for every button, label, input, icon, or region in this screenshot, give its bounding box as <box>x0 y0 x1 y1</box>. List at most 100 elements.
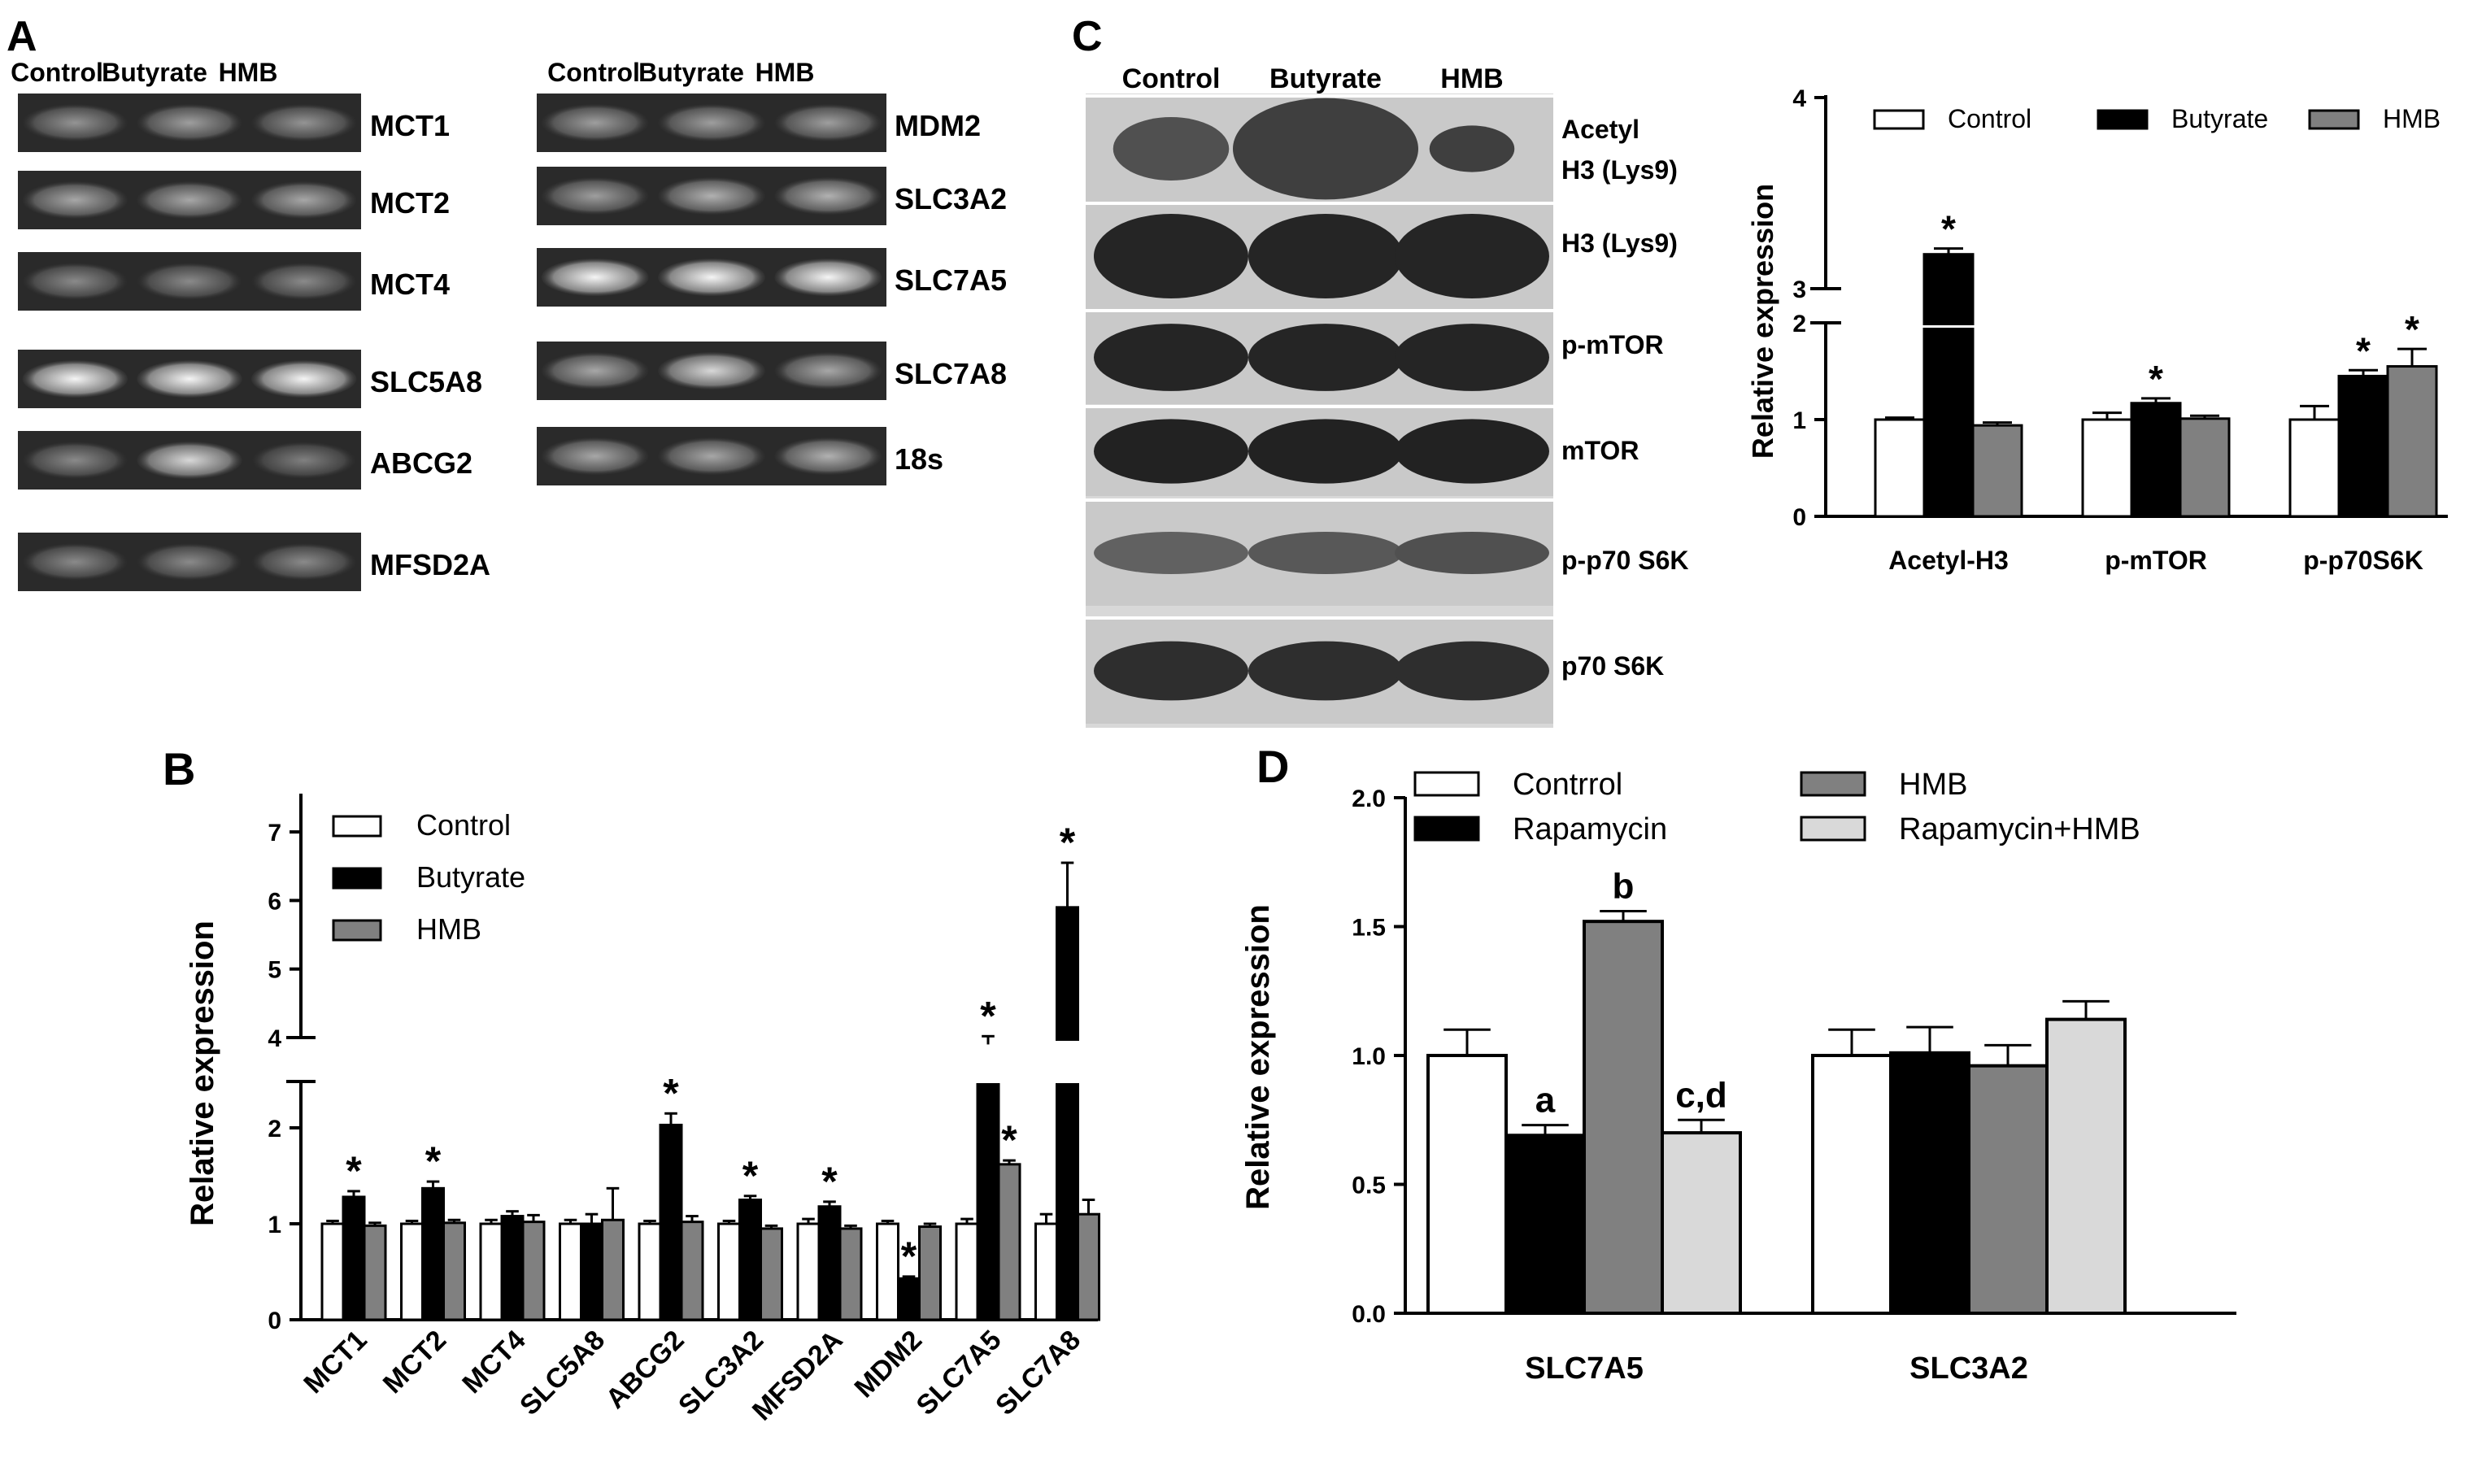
blot-row-label-line: p70 S6K <box>1561 651 1664 681</box>
gel-band <box>658 176 765 215</box>
gel-band <box>250 441 357 480</box>
gel-band <box>22 103 128 142</box>
significance-star: * <box>2356 329 2371 372</box>
lane-header: Control <box>11 58 103 87</box>
lane-header: Control <box>1122 63 1221 94</box>
blot-row-label: p70 S6K <box>1561 651 1664 681</box>
blot-band <box>1094 214 1248 298</box>
x-tick-label: Acetyl-H3 <box>1888 546 2009 575</box>
blot-band <box>1248 641 1403 701</box>
gene-label: SLC7A5 <box>895 263 1007 297</box>
blot-row <box>1086 202 1553 309</box>
gene-label: SLC7A8 <box>895 357 1007 390</box>
gel-band <box>22 181 128 220</box>
lane-header: HMB <box>219 58 278 87</box>
gel-band <box>137 181 242 220</box>
gel-band <box>774 176 882 215</box>
blot-band <box>1429 125 1515 172</box>
gel-band <box>137 359 242 398</box>
blot-band <box>1395 324 1549 391</box>
bar-hmb <box>1971 424 2023 518</box>
blot-band <box>1248 324 1403 391</box>
gel-strip <box>18 252 361 311</box>
gel-strip <box>18 431 361 490</box>
gel-band <box>250 359 357 398</box>
axis-break-gap <box>974 1041 1002 1083</box>
y-tick-label: 2 <box>1792 311 1806 337</box>
gene-label: SLC3A2 <box>895 182 1007 215</box>
gene-label: MDM2 <box>895 109 981 142</box>
gene-label: MFSD2A <box>370 548 490 581</box>
bar-control <box>320 1222 345 1321</box>
blot-band <box>1395 419 1549 484</box>
legend-swatch <box>332 919 382 942</box>
blot-band <box>1248 419 1403 484</box>
blot-band <box>1094 419 1248 484</box>
bar-rapamycin-hmb <box>2045 1017 2127 1315</box>
panel-label-a: A <box>7 13 37 60</box>
bar-control <box>1034 1222 1058 1321</box>
letter-annotation: a <box>1535 1081 1556 1121</box>
y-tick-label: 5 <box>268 957 281 984</box>
gel-band <box>774 351 882 390</box>
x-tick-label: MCT1 <box>298 1325 372 1399</box>
x-tick-label: SLC3A2 <box>1909 1351 2028 1386</box>
y-tick-label: 1 <box>268 1212 281 1238</box>
bar-hmb <box>838 1227 863 1321</box>
gel-band <box>22 359 128 398</box>
gene-label: SLC5A8 <box>370 365 482 398</box>
bar-rapamycin <box>1504 1134 1586 1316</box>
bar-control <box>638 1222 662 1321</box>
legend-swatch <box>1413 771 1480 797</box>
legend-swatch <box>1800 771 1866 797</box>
bar-hmb <box>363 1224 387 1321</box>
bar-rapamycin-hmb <box>1661 1131 1742 1315</box>
y-tick-label: 3 <box>1792 276 1806 303</box>
blot-row <box>1086 498 1553 606</box>
chart-panel-D: 0.0 0.5 1.0 1.5 2.0 Relative expression SLC7A5… <box>1240 768 2236 1386</box>
gene-label: MCT2 <box>370 186 450 220</box>
x-tick-label: p-p70S6K <box>2303 546 2423 575</box>
y-tick-label: 0 <box>268 1308 281 1334</box>
gel-band <box>541 103 649 142</box>
gel-strip <box>537 167 886 225</box>
gene-label: ABCG2 <box>370 446 472 480</box>
blot-band <box>1113 117 1230 181</box>
significance-star: * <box>980 993 996 1038</box>
bar-control <box>2288 418 2340 518</box>
lane-header: HMB <box>1440 63 1503 94</box>
bar-control <box>955 1222 979 1321</box>
blot-band <box>1395 641 1549 701</box>
axis-break-gap <box>1053 1041 1082 1083</box>
bar-butyrate <box>1922 253 1975 518</box>
gene-label: MCT1 <box>370 109 450 142</box>
blot-row-label: p-p70 S6K <box>1561 546 1688 575</box>
gel-band <box>137 542 242 581</box>
gel-band <box>774 258 882 297</box>
panel-label-d: D <box>1256 741 1289 792</box>
bar-butyrate <box>342 1195 366 1321</box>
bar-hmb <box>918 1225 942 1321</box>
blot-row-label: p-mTOR <box>1561 330 1664 359</box>
gel-band <box>541 351 649 390</box>
legend-label: HMB <box>2383 104 2441 133</box>
blot-row-label-line: H3 (Lys9) <box>1561 155 1678 185</box>
significance-star: * <box>2149 358 2163 400</box>
bar-butyrate <box>976 1042 1000 1321</box>
bar-control <box>2081 418 2133 518</box>
gel-band <box>658 437 765 476</box>
bar-butyrate <box>659 1123 683 1321</box>
bar-hmb <box>760 1227 783 1321</box>
letter-annotation: b <box>1613 866 1635 906</box>
gel-band <box>250 262 357 301</box>
lane-header: Butyrate <box>102 58 207 87</box>
legend-label: Rapamycin+HMB <box>1899 812 2140 846</box>
bar-hmb <box>442 1221 466 1321</box>
bar-butyrate <box>897 1277 921 1321</box>
legend-label: HMB <box>416 912 481 946</box>
gel-band <box>137 262 242 301</box>
bar-control <box>479 1222 503 1321</box>
gel-band <box>250 542 357 581</box>
gel-strip <box>18 533 361 591</box>
